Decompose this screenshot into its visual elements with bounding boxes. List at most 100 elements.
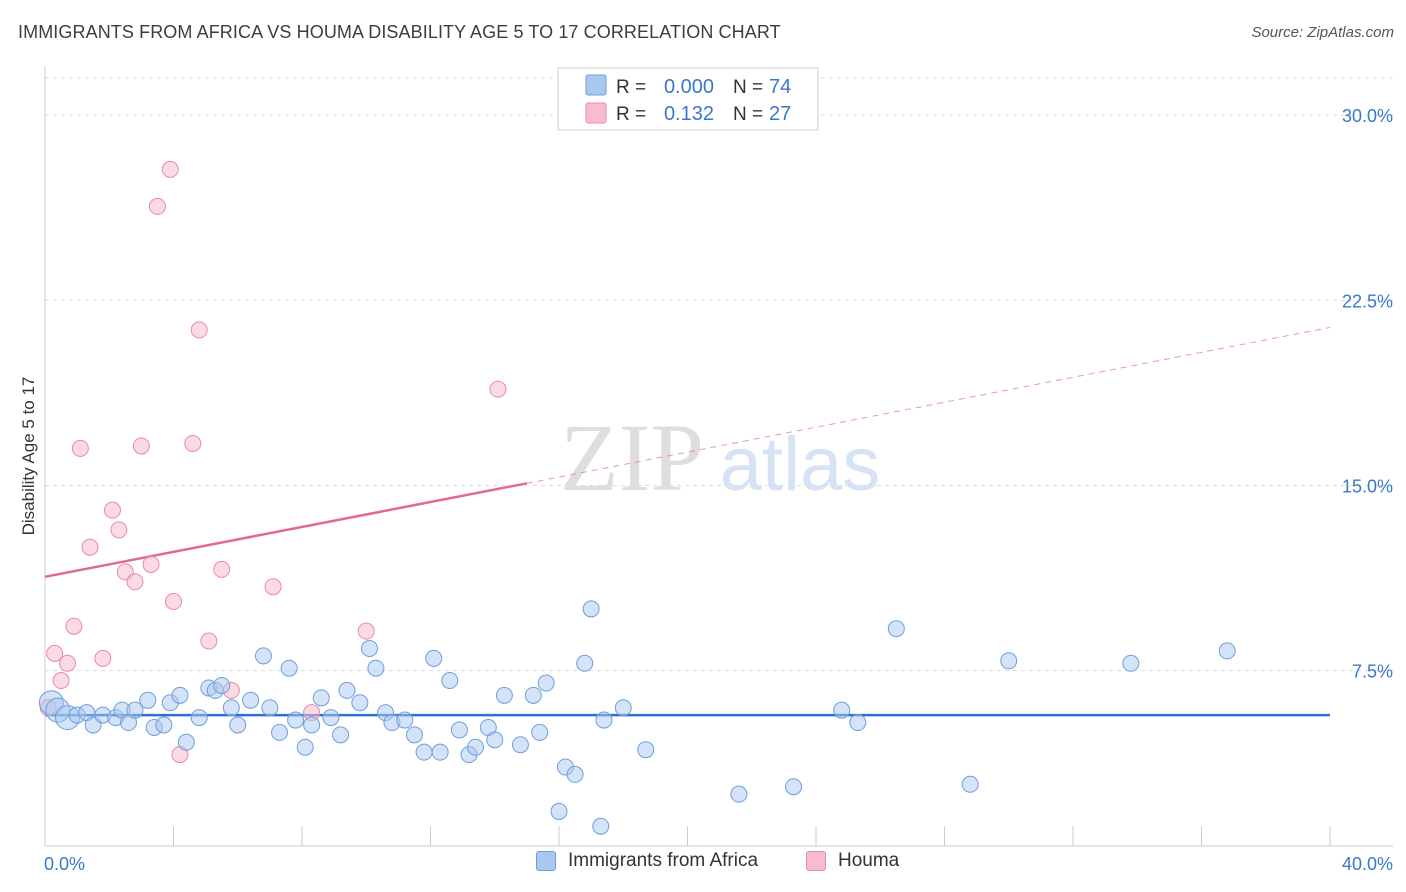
data-point-houma <box>71 439 89 457</box>
data-point-africa <box>566 765 584 783</box>
data-point-houma <box>142 555 160 573</box>
data-point-houma <box>103 501 121 519</box>
x-tick-label: 0.0% <box>44 854 85 874</box>
y-tick-labels: 7.5% 15.0% 22.5% 30.0% <box>1342 106 1393 682</box>
trend-lines <box>44 326 1331 717</box>
data-point-africa <box>287 711 305 729</box>
data-point-africa <box>495 686 513 704</box>
x-tick-label: 40.0% <box>1342 854 1393 874</box>
series-legend: Immigrants from Africa Houma <box>0 850 1406 880</box>
y-tick-label: 22.5% <box>1342 291 1393 311</box>
data-point-africa <box>614 699 632 717</box>
data-point-africa <box>415 743 433 761</box>
data-point-africa <box>271 723 289 741</box>
data-point-houma <box>264 578 282 596</box>
data-point-africa <box>254 647 272 665</box>
data-point-africa <box>126 701 144 719</box>
data-point-houma <box>148 197 166 215</box>
data-point-africa <box>360 639 378 657</box>
series-legend-label-houma: Houma <box>838 850 900 871</box>
data-point-africa <box>531 723 549 741</box>
legend: R = 0.000 N = 74 R = 0.132 N = 27 <box>557 67 819 131</box>
watermark-zip: ZIP <box>560 404 704 511</box>
y-tick-label: 30.0% <box>1342 106 1393 126</box>
series-legend-africa: Immigrants from Africa <box>536 850 758 872</box>
data-point-houma <box>184 434 202 452</box>
y-tick-label: 15.0% <box>1342 476 1393 496</box>
data-point-africa <box>155 716 173 734</box>
trend-line-houma <box>44 482 528 579</box>
data-point-houma <box>213 560 231 578</box>
data-point-africa <box>1218 642 1236 660</box>
source-label: Source: ZipAtlas.com <box>1251 24 1394 41</box>
data-point-africa <box>887 620 905 638</box>
y-axis-label: Disability Age 5 to 17 <box>19 377 38 536</box>
data-point-africa <box>405 726 423 744</box>
data-point-africa <box>441 672 459 690</box>
data-point-africa <box>431 743 449 761</box>
data-point-africa <box>229 716 247 734</box>
data-point-africa <box>730 785 748 803</box>
legend-n-label-houma: N = <box>733 104 763 125</box>
data-point-houma <box>58 654 76 672</box>
series-africa-points <box>38 600 1236 835</box>
legend-n-label-africa: N = <box>733 77 763 98</box>
data-point-africa <box>550 802 568 820</box>
data-point-africa <box>1000 652 1018 670</box>
data-point-africa <box>296 738 314 756</box>
data-point-houma <box>126 573 144 591</box>
data-point-africa <box>1122 654 1140 672</box>
data-point-africa <box>303 716 321 734</box>
legend-r-value-houma: 0.132 <box>664 103 714 125</box>
gridlines <box>45 77 1393 672</box>
data-point-africa <box>280 659 298 677</box>
watermark: ZIP atlas <box>560 404 880 511</box>
data-point-houma <box>52 672 70 690</box>
legend-swatch-africa <box>585 74 607 96</box>
legend-swatch-houma <box>585 102 607 124</box>
legend-r-value-africa: 0.000 <box>664 76 714 98</box>
legend-n-value-houma: 27 <box>769 103 791 125</box>
data-point-houma <box>489 380 507 398</box>
series-legend-houma: Houma <box>806 850 899 872</box>
data-point-africa <box>833 701 851 719</box>
data-point-houma <box>357 622 375 640</box>
data-point-houma <box>161 160 179 178</box>
data-point-africa <box>139 691 157 709</box>
series-houma-points <box>39 160 507 764</box>
chart-title: IMMIGRANTS FROM AFRICA VS HOUMA DISABILI… <box>18 22 781 42</box>
data-point-africa <box>222 699 240 717</box>
legend-r-label-africa: R = <box>616 77 646 98</box>
data-point-africa <box>592 817 610 835</box>
legend-r-label-houma: R = <box>616 104 646 125</box>
data-point-africa <box>332 726 350 744</box>
series-legend-swatch-houma <box>806 851 826 871</box>
data-point-africa <box>849 714 867 732</box>
data-point-houma <box>110 521 128 539</box>
series-legend-label-africa: Immigrants from Africa <box>568 850 759 871</box>
data-point-africa <box>595 711 613 729</box>
trend-line-houma-extension <box>526 326 1331 484</box>
data-point-africa <box>322 709 340 727</box>
data-point-houma <box>65 617 83 635</box>
x-tick-labels: 0.0% 40.0% <box>44 854 1393 874</box>
data-point-africa <box>338 681 356 699</box>
data-point-africa <box>466 738 484 756</box>
watermark-atlas: atlas <box>720 422 881 507</box>
data-point-africa <box>312 689 330 707</box>
data-point-africa <box>511 736 529 754</box>
y-tick-label: 7.5% <box>1352 662 1393 682</box>
data-point-houma <box>200 632 218 650</box>
data-point-africa <box>213 676 231 694</box>
data-point-houma <box>46 644 64 662</box>
data-point-houma <box>190 321 208 339</box>
data-point-africa <box>177 733 195 751</box>
data-point-africa <box>425 649 443 667</box>
data-point-africa <box>261 699 279 717</box>
data-point-africa <box>637 741 655 759</box>
data-point-africa <box>190 709 208 727</box>
legend-n-value-africa: 74 <box>769 76 791 98</box>
data-point-houma <box>81 538 99 556</box>
data-point-africa <box>171 686 189 704</box>
